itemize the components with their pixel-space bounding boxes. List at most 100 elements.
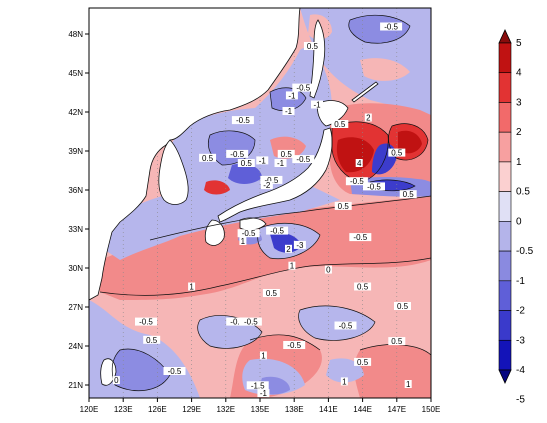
korean-peninsula [158,139,189,205]
contour-label: 0 [326,266,331,275]
contour-label-bg [239,237,247,245]
contour-label-bg [274,159,287,167]
contour-label-bg [260,175,283,184]
contour-label: 0.5 [391,149,403,158]
contour-label: 0.5 [307,42,319,51]
contour-label-bg [226,317,249,326]
contour-label-bg [404,380,412,388]
contour-label-bg [331,120,349,128]
contour-label-bg [259,351,267,360]
lon-tick-label: 123E [114,405,133,414]
contour-label: -0.5 [353,233,367,242]
lat-tick-label: 33N [68,225,83,234]
colorbar-label: -2 [516,306,525,317]
colorbar-segment [498,280,512,311]
contour-label-bg [388,337,406,346]
colorbar-segment [498,339,512,371]
contour-label: -2 [263,181,271,190]
contour-label: -0.5 [230,318,244,327]
lat-tick-label: 48N [68,30,83,39]
lat-tick-label: 21N [68,381,83,390]
contour-label-bg [163,367,186,375]
contour-label-bg [355,159,363,167]
honshu-island [217,127,333,223]
contour-label-bg [266,226,289,235]
land [89,8,379,386]
contour-label: 0.5 [202,154,214,163]
contour-label-bg [283,341,306,349]
colorbar-label: 3 [516,97,522,108]
contour-label-bg [292,155,315,164]
contour-label-bg [188,282,196,291]
contour-label: 4 [357,159,362,168]
colorbar: 5 4 3 2 1 0.5 0 -0.5 -1 -2 -3 -4 -5 [498,29,534,406]
contour-label: -0.5 [139,318,153,327]
contour-label: -0.5 [287,341,301,350]
contour-label: -0.5 [265,176,279,185]
colorbar-segment [498,131,512,163]
contour-label: -1 [277,159,285,168]
contour-label-bg [363,182,385,191]
contour-label: 0.5 [281,150,293,159]
contour-label-bg [288,261,296,270]
positive-anomaly-zone [360,58,410,81]
contour-label: 0.5 [338,202,350,211]
contour-label: 0.5 [403,190,415,199]
contour-label: 1 [342,377,347,386]
contour-label-bg [292,83,315,92]
lat-tick-label: 27N [68,303,83,312]
contour-label: 1 [189,283,194,292]
contour-label-bg [364,113,372,122]
contour-label: -0.5 [242,229,256,238]
lon-tick-label: 138E [285,405,304,414]
contour-label-bg [349,233,372,242]
contour-label-bg [237,229,260,238]
contour-label: 0 [114,376,119,385]
contour-label-bg [262,289,280,297]
colorbar-label: -1 [516,276,525,287]
lat-tick-label: 42N [68,108,83,117]
contour-label: 1 [241,237,246,246]
contour-label-bg [246,381,269,390]
lon-tick-label: 132E [216,405,235,414]
contour-label-bg [293,240,306,249]
colorbar-label: -4 [516,365,525,376]
positive-anomaly-zone [204,180,230,195]
kuril-islands [351,81,379,103]
contour-label: -0.5 [236,116,250,125]
contour-labels: -0.5-1-0.50.5-0.5-1-10.520.5 -0.50.5 -10.5… [112,22,417,398]
contour-label-bg [311,100,323,109]
colorbar-label: -5 [516,395,525,406]
colorbar-segment [498,191,512,222]
colorbar-segment [498,250,512,282]
contour-label-bg [199,153,217,162]
colorbar-segment [498,161,512,192]
contour-label: -1 [260,389,268,398]
contour-label-bg [399,190,417,199]
colorbar-label: 4 [516,68,522,79]
contour-label: -0.5 [350,177,364,186]
lon-tick-label: 150E [422,405,441,414]
contour-label-bg [112,376,120,385]
contour-label-bg [354,282,372,291]
contour-label-bg [237,159,255,167]
contour-label-bg [303,42,321,50]
lon-tick-label: 141E [319,405,338,414]
colorbar-top-arrow [498,29,512,44]
contour-label: 0.5 [357,358,369,367]
lat-tick-label: 36N [68,186,83,195]
asian-mainland [89,8,301,301]
contour-label: 0.5 [266,289,278,298]
contour-label: -0.5 [296,84,310,93]
contour-label: 1 [290,262,295,271]
colorbar-label: 5 [516,38,522,49]
lon-tick-label: 147E [387,405,406,414]
contour-label-bg [340,377,348,386]
contour-label: -3 [296,241,304,250]
contour-label: 1 [406,380,411,389]
contour-label-bg [256,156,269,165]
colorbar-segment [498,42,512,74]
contour-label-bg [231,116,254,125]
contour-label: 0.5 [397,302,409,311]
